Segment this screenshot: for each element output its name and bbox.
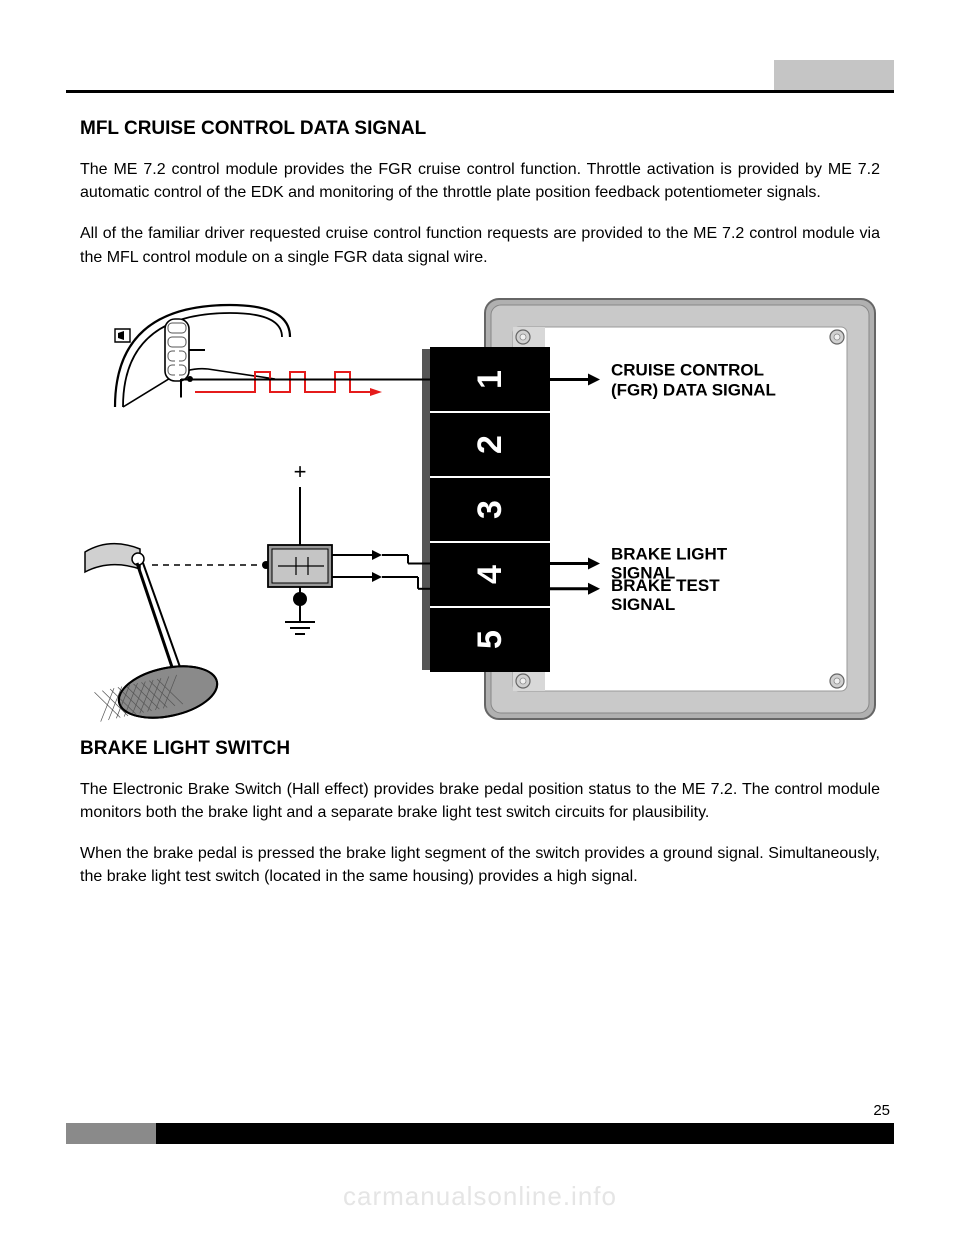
header-gray-box bbox=[774, 60, 894, 90]
header-rule bbox=[66, 90, 894, 93]
footer-gray-segment bbox=[66, 1123, 156, 1144]
svg-text:(FGR) DATA SIGNAL: (FGR) DATA SIGNAL bbox=[611, 380, 776, 399]
body-paragraph: When the brake pedal is pressed the brak… bbox=[80, 842, 880, 888]
footer-rule bbox=[66, 1123, 894, 1144]
body-paragraph: All of the familiar driver requested cru… bbox=[80, 222, 880, 268]
svg-text:5: 5 bbox=[471, 630, 509, 649]
wiring-diagram: 1 2 3 4 5 CRUISE CONTROL(FGR) DATA SIGNAL BRAK… bbox=[80, 287, 880, 722]
watermark: carmanualsonline.info bbox=[0, 1181, 960, 1212]
page-number: 25 bbox=[873, 1102, 890, 1119]
svg-text:4: 4 bbox=[471, 565, 509, 584]
svg-text:CRUISE CONTROL: CRUISE CONTROL bbox=[611, 360, 764, 379]
svg-text:SIGNAL: SIGNAL bbox=[611, 595, 675, 614]
svg-text:3: 3 bbox=[471, 500, 509, 519]
svg-text:2: 2 bbox=[471, 435, 509, 454]
svg-text:BRAKE LIGHT: BRAKE LIGHT bbox=[611, 544, 728, 563]
section-heading: MFL CRUISE CONTROL DATA SIGNAL bbox=[80, 118, 880, 140]
section-heading: BRAKE LIGHT SWITCH bbox=[80, 738, 880, 760]
body-paragraph: The Electronic Brake Switch (Hall effect… bbox=[80, 778, 880, 824]
diagram-svg: 1 2 3 4 5 CRUISE CONTROL(FGR) DATA SIGNAL BRAK… bbox=[80, 287, 880, 722]
svg-text:1: 1 bbox=[471, 370, 509, 389]
svg-text:BRAKE TEST: BRAKE TEST bbox=[611, 576, 720, 595]
page-content: MFL CRUISE CONTROL DATA SIGNAL The ME 7.… bbox=[80, 118, 880, 907]
svg-text:+: + bbox=[294, 459, 307, 484]
body-paragraph: The ME 7.2 control module provides the F… bbox=[80, 158, 880, 204]
